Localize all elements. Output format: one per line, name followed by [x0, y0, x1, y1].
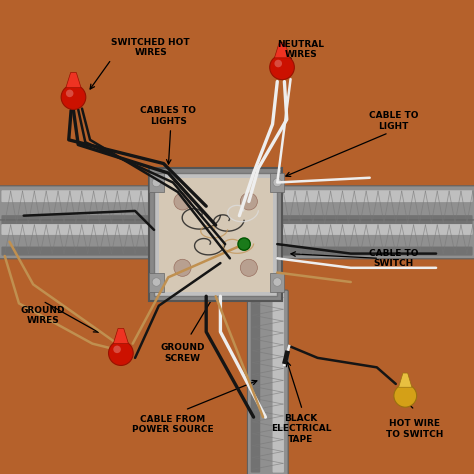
FancyBboxPatch shape [274, 190, 473, 202]
FancyBboxPatch shape [274, 215, 473, 225]
FancyBboxPatch shape [274, 224, 473, 235]
Circle shape [240, 259, 257, 276]
Bar [159, 178, 273, 292]
Bar [270, 173, 284, 192]
FancyBboxPatch shape [1, 246, 157, 255]
FancyBboxPatch shape [1, 215, 157, 225]
Bar [149, 168, 282, 301]
Text: CABLE TO
SWITCH: CABLE TO SWITCH [369, 249, 418, 268]
Text: HOT WIRE
TO SWITCH: HOT WIRE TO SWITCH [386, 419, 444, 438]
Bar [270, 273, 284, 292]
Polygon shape [274, 43, 290, 58]
Text: CABLE FROM
POWER SOURCE: CABLE FROM POWER SOURCE [132, 415, 214, 434]
Bar [154, 173, 277, 296]
Text: BLACK
ELECTRICAL
TAPE: BLACK ELECTRICAL TAPE [271, 414, 331, 444]
Text: SWITCHED HOT
WIRES: SWITCHED HOT WIRES [111, 38, 190, 57]
Bar [149, 173, 164, 192]
Circle shape [174, 193, 191, 210]
Text: NEUTRAL
WIRES: NEUTRAL WIRES [277, 40, 324, 59]
Circle shape [152, 178, 161, 187]
Bar [149, 273, 164, 292]
FancyBboxPatch shape [251, 293, 260, 473]
Polygon shape [399, 373, 412, 387]
Circle shape [274, 60, 282, 67]
FancyBboxPatch shape [0, 186, 160, 228]
FancyBboxPatch shape [274, 246, 473, 255]
FancyBboxPatch shape [0, 220, 160, 259]
Circle shape [113, 346, 121, 353]
Text: GROUND
WIRES: GROUND WIRES [20, 306, 65, 325]
FancyBboxPatch shape [273, 293, 284, 473]
Circle shape [273, 178, 282, 187]
Text: GROUND
SCREW: GROUND SCREW [160, 344, 205, 363]
FancyBboxPatch shape [271, 186, 474, 228]
Circle shape [273, 278, 282, 286]
Circle shape [238, 238, 250, 250]
Circle shape [152, 278, 161, 286]
Polygon shape [66, 73, 81, 88]
Circle shape [61, 85, 86, 109]
FancyBboxPatch shape [1, 190, 157, 202]
Circle shape [240, 193, 257, 210]
Text: CABLE TO
LIGHT: CABLE TO LIGHT [369, 111, 418, 130]
FancyBboxPatch shape [1, 224, 157, 235]
Circle shape [394, 384, 417, 407]
FancyBboxPatch shape [247, 290, 288, 474]
FancyBboxPatch shape [271, 220, 474, 259]
Circle shape [66, 90, 73, 97]
Circle shape [109, 341, 133, 365]
Polygon shape [113, 328, 128, 344]
Circle shape [174, 259, 191, 276]
Circle shape [270, 55, 294, 80]
Text: CABLES TO
LIGHTS: CABLES TO LIGHTS [140, 107, 196, 126]
